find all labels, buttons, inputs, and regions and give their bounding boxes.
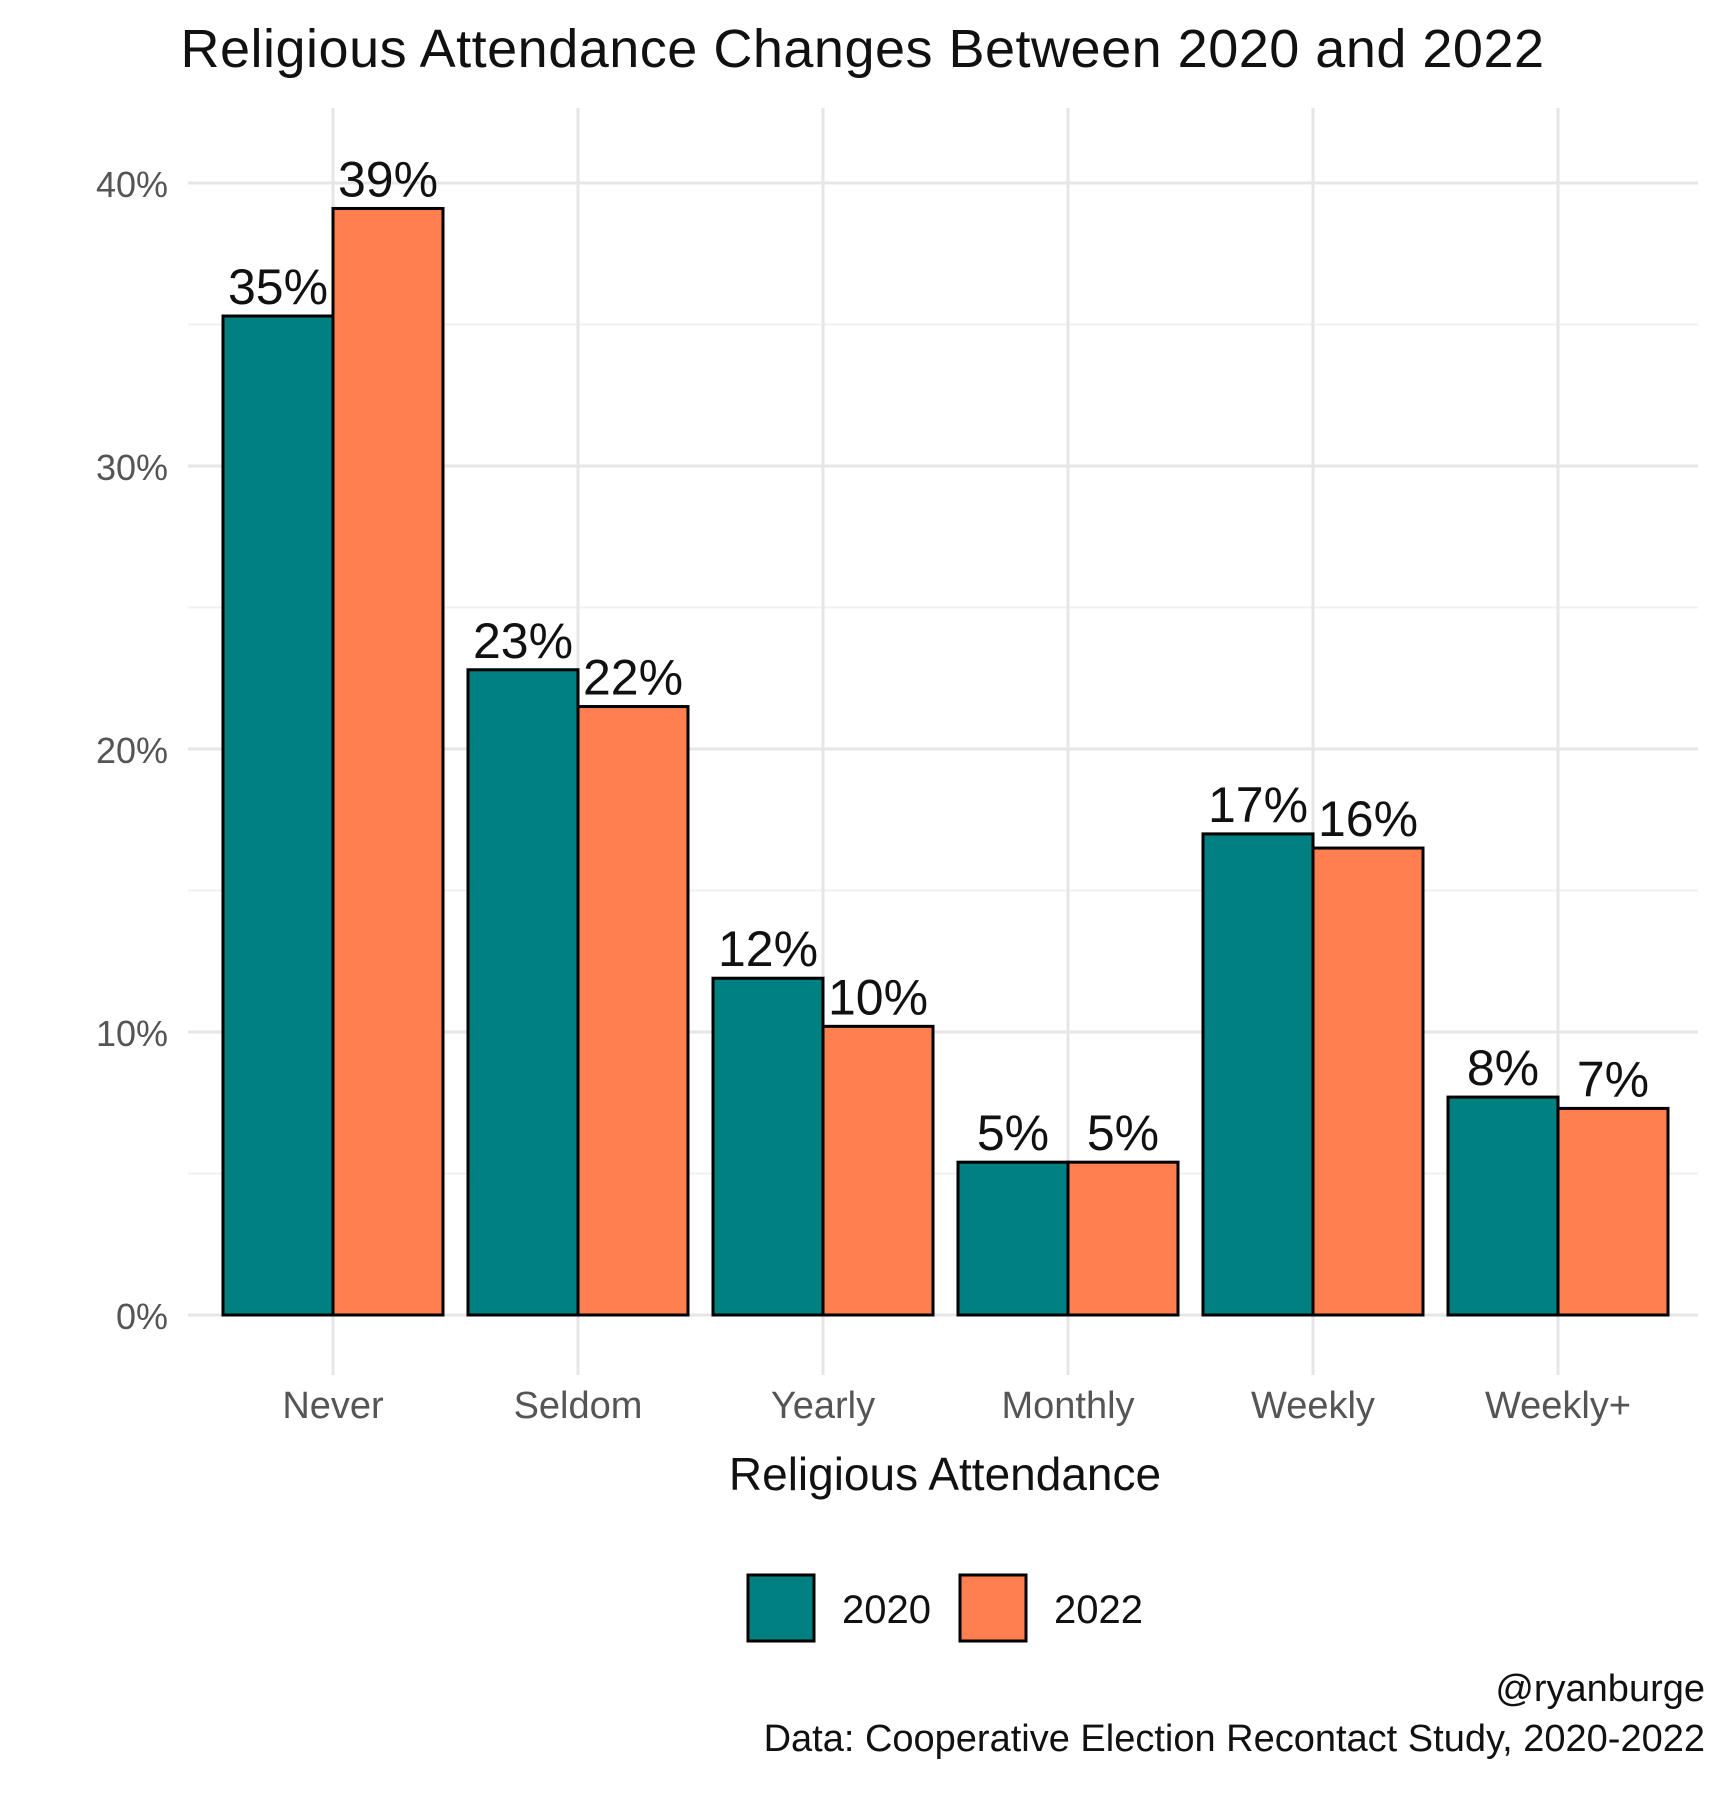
bar-2022-seldom xyxy=(576,705,690,1317)
bar-2022-weekly xyxy=(1311,846,1425,1317)
data-label: 5% xyxy=(977,1105,1049,1161)
data-label: 10% xyxy=(828,969,928,1025)
legend-label-2022: 2022 xyxy=(1054,1588,1143,1632)
bar-2020-never xyxy=(221,314,335,1317)
data-label: 8% xyxy=(1467,1040,1539,1096)
y-tick-label: 20% xyxy=(96,730,168,771)
bar-2020-weekly xyxy=(1201,832,1315,1317)
labels-layer: 35%39% 23%22% 12%10% 5% 5% 17% 16% 8% 7% xyxy=(228,151,1649,1161)
data-label: 39% xyxy=(338,151,438,207)
data-label: 12% xyxy=(718,921,818,977)
data-label: 35% xyxy=(228,259,328,315)
bar-2020-seldom xyxy=(466,668,580,1317)
x-tick-label: Weekly xyxy=(1251,1385,1375,1427)
data-label: 17% xyxy=(1208,777,1308,833)
chart-title: Religious Attendance Changes Between 202… xyxy=(180,19,1545,79)
bars-layer xyxy=(221,206,1670,1317)
x-tick-label: Monthly xyxy=(1001,1385,1134,1427)
legend-swatch-2022 xyxy=(958,1573,1028,1643)
bar-2022-never xyxy=(331,206,445,1317)
data-label: 7% xyxy=(1577,1051,1649,1107)
bar-2022-monthly xyxy=(1066,1160,1180,1317)
y-tick-label: 40% xyxy=(96,164,168,205)
bar-2022-yearly xyxy=(821,1024,935,1317)
x-tick-label: Never xyxy=(282,1385,384,1427)
bar-2020-monthly xyxy=(956,1160,1070,1317)
data-label: 16% xyxy=(1318,791,1418,847)
legend-label-2020: 2020 xyxy=(842,1588,931,1632)
bar-2020-weekly-plus xyxy=(1446,1095,1560,1317)
legend-swatch-2020 xyxy=(746,1573,816,1643)
data-label: 5% xyxy=(1087,1105,1159,1161)
y-tick-label: 0% xyxy=(116,1296,168,1337)
legend: 2020 2022 xyxy=(746,1573,1143,1643)
axis-layer: 0% 10% 20% 30% 40% Never Seldom Yearly Monthly We… xyxy=(96,164,1631,1427)
x-axis-title: Religious Attendance xyxy=(729,1448,1161,1500)
x-tick-label: Yearly xyxy=(771,1385,875,1427)
y-tick-label: 10% xyxy=(96,1013,168,1054)
data-label: 22% xyxy=(583,650,683,706)
x-tick-label: Weekly+ xyxy=(1485,1385,1631,1427)
y-tick-label: 30% xyxy=(96,447,168,488)
data-label: 23% xyxy=(473,613,573,669)
caption-handle: @ryanburge xyxy=(1495,1668,1705,1710)
caption-source: Data: Cooperative Election Recontact Stu… xyxy=(763,1718,1705,1760)
x-tick-label: Seldom xyxy=(514,1385,643,1427)
bar-2020-yearly xyxy=(711,976,825,1317)
bar-2022-weekly-plus xyxy=(1556,1106,1670,1317)
